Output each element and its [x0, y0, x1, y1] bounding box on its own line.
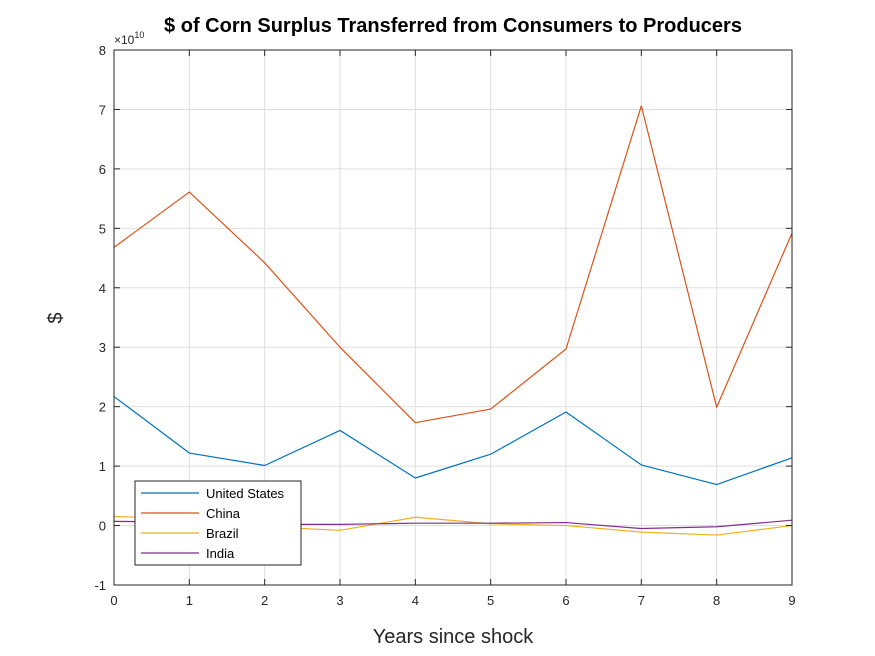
x-tick-label: 6: [562, 593, 569, 608]
y-tick-label: 5: [99, 221, 106, 236]
x-tick-label: 7: [638, 593, 645, 608]
legend-label-china: China: [206, 506, 241, 521]
y-axis-label: $: [45, 312, 67, 323]
x-tick-label: 9: [788, 593, 795, 608]
ticks: 0 1 2 3 4 5 6 7 8 9 -1 0 1 2 3 4 5 6 7 8: [94, 43, 795, 608]
x-tick-label: 3: [336, 593, 343, 608]
x-tick-label: 4: [412, 593, 419, 608]
x-tick-label: 2: [261, 593, 268, 608]
y-tick-label: 8: [99, 43, 106, 58]
axes-box: [113, 49, 793, 586]
y-tick-label: 0: [99, 519, 106, 534]
y-tick-label: 4: [99, 281, 106, 296]
y-tick-label: 2: [99, 400, 106, 415]
x-tick-label: 8: [713, 593, 720, 608]
y-tick-label: 1: [99, 459, 106, 474]
y-exponent-base: ×10: [114, 33, 135, 47]
y-tick-label: 6: [99, 162, 106, 177]
y-exponent-label: ×1010: [114, 30, 144, 47]
chart-title: $ of Corn Surplus Transferred from Consu…: [164, 15, 742, 37]
legend-label-india: India: [206, 546, 235, 561]
y-tick-label: 3: [99, 340, 106, 355]
x-tick-label: 1: [186, 593, 193, 608]
x-axis-label: Years since shock: [373, 626, 534, 648]
y-exponent-power: 10: [134, 30, 144, 40]
legend: United States China Brazil India: [134, 480, 302, 566]
x-tick-label: 0: [110, 593, 117, 608]
y-tick-label: 7: [99, 102, 106, 117]
y-tick-label: -1: [94, 578, 106, 593]
x-tick-label: 5: [487, 593, 494, 608]
legend-box: [134, 480, 302, 566]
series-line-china: [113, 105, 793, 424]
legend-label-brazil: Brazil: [206, 526, 239, 541]
series-line-united-states: [113, 396, 793, 486]
legend-label-united-states: United States: [206, 486, 285, 501]
